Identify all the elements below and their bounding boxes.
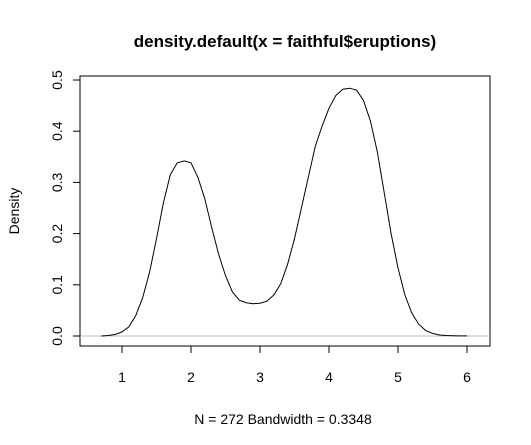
plot-frame <box>79 75 491 347</box>
density-curve <box>101 87 467 337</box>
x-tick-label: 5 <box>394 369 402 385</box>
y-axis: 0.0 0.1 0.2 0.3 0.4 0.5 <box>49 70 81 346</box>
y-axis-label: Density <box>6 188 22 235</box>
y-tick-label: 0.4 <box>49 121 65 141</box>
x-axis-label: N = 272 Bandwidth = 0.3348 <box>194 411 372 427</box>
y-tick-label: 0.3 <box>49 172 65 192</box>
x-tick-label: 2 <box>187 369 195 385</box>
x-tick-label: 3 <box>256 369 264 385</box>
x-axis: 1 2 3 4 5 6 <box>118 345 471 385</box>
chart-title: density.default(x = faithful$eruptions) <box>134 32 436 51</box>
x-tick-label: 6 <box>463 369 471 385</box>
y-tick-label: 0.0 <box>49 326 65 346</box>
y-tick-label: 0.2 <box>49 224 65 244</box>
y-tick-label: 0.5 <box>49 70 65 90</box>
x-tick-label: 1 <box>118 369 126 385</box>
x-tick-label: 4 <box>325 369 333 385</box>
y-tick-label: 0.1 <box>49 275 65 295</box>
